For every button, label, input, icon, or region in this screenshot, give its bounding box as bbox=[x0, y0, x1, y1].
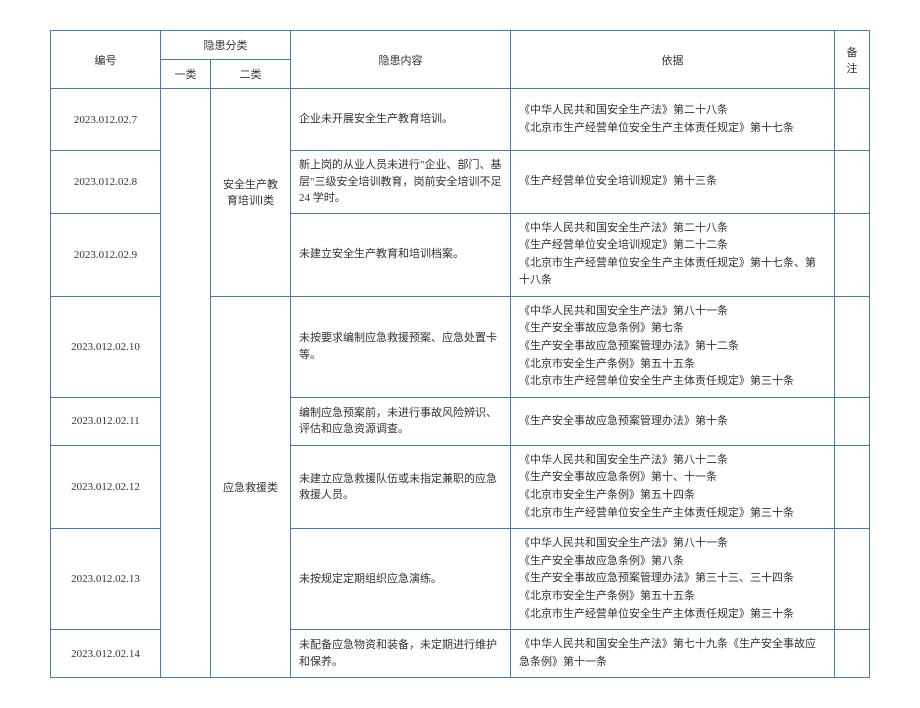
cell-note bbox=[835, 630, 870, 678]
cell-content: 未建立安全生产教育和培训档案。 bbox=[291, 213, 511, 296]
cell-content: 编制应急预案前，未进行事故风险辨识、评估和应急资源调查。 bbox=[291, 397, 511, 445]
cell-id: 2023.012.02.13 bbox=[51, 529, 161, 630]
cell-basis: 《中华人民共和国安全生产法》第七十九条《生产安全事故应急条例》第十一条 bbox=[511, 630, 835, 678]
cell-cat2-b: 应急救援类 bbox=[211, 296, 291, 678]
header-cat2: 二类 bbox=[211, 60, 291, 89]
cell-id: 2023.012.02.10 bbox=[51, 296, 161, 397]
cell-note bbox=[835, 213, 870, 296]
cell-basis: 《中华人民共和国安全生产法》第八十一条《生产安全事故应急条例》第七条《生产安全事… bbox=[511, 296, 835, 397]
cell-content: 未建立应急救援队伍或未指定兼职的应急救援人员。 bbox=[291, 445, 511, 528]
cell-note bbox=[835, 296, 870, 397]
cell-id: 2023.012.02.7 bbox=[51, 89, 161, 151]
cell-content: 未按规定定期组织应急演练。 bbox=[291, 529, 511, 630]
cell-basis: 《中华人民共和国安全生产法》第二十八条《生产经营单位安全培训规定》第二十二条《北… bbox=[511, 213, 835, 296]
cell-cat1 bbox=[161, 89, 211, 678]
cell-note bbox=[835, 89, 870, 151]
cell-id: 2023.012.02.8 bbox=[51, 151, 161, 214]
cell-note bbox=[835, 151, 870, 214]
table-row: 2023.012.02.7 安全生产教育培训Ⅰ类 企业未开展安全生产教育培训。 … bbox=[51, 89, 870, 151]
cell-basis: 《中华人民共和国安全生产法》第二十八条《北京市生产经营单位安全生产主体责任规定》… bbox=[511, 89, 835, 151]
cell-content: 新上岗的从业人员未进行"企业、部门、基层"三级安全培训教育，岗前安全培训不足24… bbox=[291, 151, 511, 214]
cell-id: 2023.012.02.11 bbox=[51, 397, 161, 445]
cell-content: 未配备应急物资和装备，未定期进行维护和保养。 bbox=[291, 630, 511, 678]
cell-content: 未按要求编制应急救援预案、应急处置卡等。 bbox=[291, 296, 511, 397]
header-note: 备注 bbox=[835, 31, 870, 89]
header-cat1: 一类 bbox=[161, 60, 211, 89]
cell-basis: 《中华人民共和国安全生产法》第八十一条《生产安全事故应急条例》第八条《生产安全事… bbox=[511, 529, 835, 630]
cell-note bbox=[835, 445, 870, 528]
cell-cat2-a: 安全生产教育培训Ⅰ类 bbox=[211, 89, 291, 297]
header-cat-group: 隐患分类 bbox=[161, 31, 291, 60]
hazard-table: 编号 隐患分类 隐患内容 依据 备注 一类 二类 2023.012.02.7 安… bbox=[50, 30, 870, 678]
header-row-1: 编号 隐患分类 隐患内容 依据 备注 bbox=[51, 31, 870, 60]
cell-note bbox=[835, 397, 870, 445]
header-content: 隐患内容 bbox=[291, 31, 511, 89]
cell-note bbox=[835, 529, 870, 630]
header-id: 编号 bbox=[51, 31, 161, 89]
cell-id: 2023.012.02.12 bbox=[51, 445, 161, 528]
cell-basis: 《生产安全事故应急预案管理办法》第十条 bbox=[511, 397, 835, 445]
header-basis: 依据 bbox=[511, 31, 835, 89]
cell-content: 企业未开展安全生产教育培训。 bbox=[291, 89, 511, 151]
cell-id: 2023.012.02.14 bbox=[51, 630, 161, 678]
cell-basis: 《生产经营单位安全培训规定》第十三条 bbox=[511, 151, 835, 214]
cell-basis: 《中华人民共和国安全生产法》第八十二条《生产安全事故应急条例》第十、十一条《北京… bbox=[511, 445, 835, 528]
cell-id: 2023.012.02.9 bbox=[51, 213, 161, 296]
